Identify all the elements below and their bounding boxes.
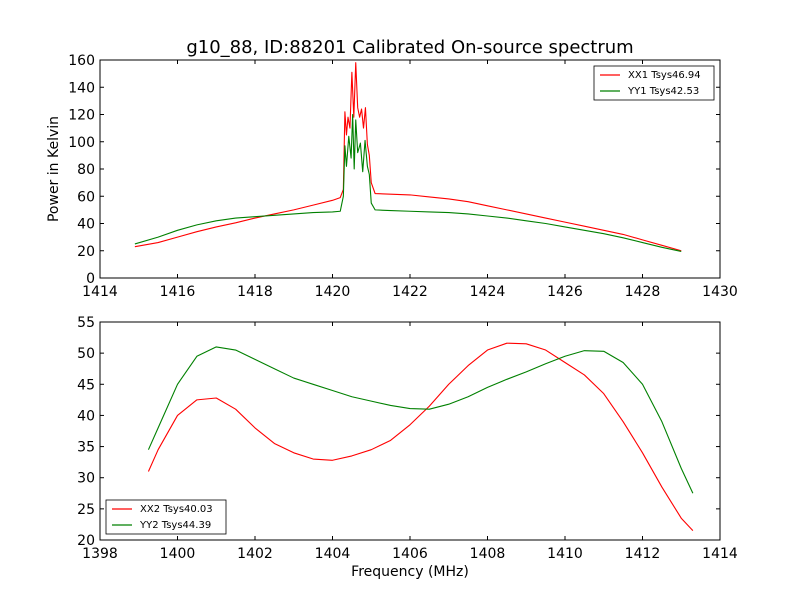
bottom-plot-ticks: 1398 1400 1402 1404 1406 1408 1410 1412 1414 20 25… [77,315,738,562]
bottom-y-tick-label: 25 [77,502,95,518]
top-x-tick-label: 1428 [625,284,661,300]
legend-label-yy1: YY1 Tsys42.53 [627,86,699,97]
top-y-tick-label: 120 [68,108,95,124]
top-y-tick-label: 40 [77,217,95,233]
bottom-y-tick-label: 45 [77,377,95,393]
bottom-plot-series [147,342,694,532]
top-x-tick-label: 1424 [470,284,506,300]
top-subplot: g10_88, ID:88201 Calibrated On-source sp… [46,37,738,300]
legend-label-xx2: XX2 Tsys40.03 [140,504,213,515]
top-y-tick-label: 160 [68,53,95,69]
bottom-y-tick-label: 35 [77,440,95,456]
top-x-tick-label: 1418 [237,284,273,300]
legend-label-xx1: XX1 Tsys46.94 [628,70,701,81]
bottom-x-tick-label: 1414 [702,546,738,562]
chart-title: g10_88, ID:88201 Calibrated On-source sp… [186,37,633,58]
bottom-subplot: Frequency (MHz) 1398 1400 1402 1404 1406 1408… [77,315,738,580]
top-y-tick-label: 100 [68,135,95,151]
top-plot-ticks: 1414 1416 1418 1420 1422 1424 1426 1428 1430 0 20 4… [68,53,738,300]
bottom-x-tick-label: 1398 [82,546,118,562]
bottom-series-line-xx [147,342,694,532]
top-x-tick-label: 1430 [702,284,738,300]
bottom-x-tick-label: 1412 [625,546,661,562]
bottom-y-tick-label: 40 [77,408,95,424]
top-x-tick-label: 1426 [547,284,583,300]
bottom-plot-frame [99,321,721,541]
top-plot-frame [99,59,721,279]
top-x-tick-label: 1420 [315,284,351,300]
bottom-y-tick-label: 50 [77,346,95,362]
bottom-x-tick-label: 1402 [237,546,273,562]
bottom-x-tick-label: 1406 [392,546,428,562]
top-legend-box [593,65,715,101]
bottom-y-tick-label: 20 [77,533,95,549]
top-series-line-xx [134,62,682,252]
top-plot-series [134,62,682,252]
bottom-x-tick-label: 1408 [470,546,506,562]
top-series-line-yy [134,113,682,252]
bottom-y-tick-label: 30 [77,471,95,487]
top-y-tick-label: 20 [77,244,95,260]
bottom-x-tick-label: 1410 [547,546,583,562]
x-axis-label: Frequency (MHz) [351,564,469,580]
bottom-x-tick-label: 1404 [315,546,351,562]
top-y-tick-label: 0 [86,271,95,287]
top-x-tick-label: 1416 [160,284,196,300]
bottom-legend: XX2 Tsys40.03 YY2 Tsys44.39 [105,499,227,535]
bottom-legend-box [105,499,227,535]
bottom-y-tick-label: 55 [77,315,95,331]
top-y-tick-label: 140 [68,80,95,96]
top-x-tick-label: 1422 [392,284,428,300]
bottom-x-tick-label: 1400 [160,546,196,562]
top-y-tick-label: 80 [77,162,95,178]
legend-label-yy2: YY2 Tsys44.39 [139,520,211,531]
bottom-series-line-yy [147,346,694,494]
top-y-tick-label: 60 [77,189,95,205]
y-axis-label: Power in Kelvin [46,116,62,222]
top-x-tick-label: 1414 [82,284,118,300]
top-legend: XX1 Tsys46.94 YY1 Tsys42.53 [593,65,715,101]
